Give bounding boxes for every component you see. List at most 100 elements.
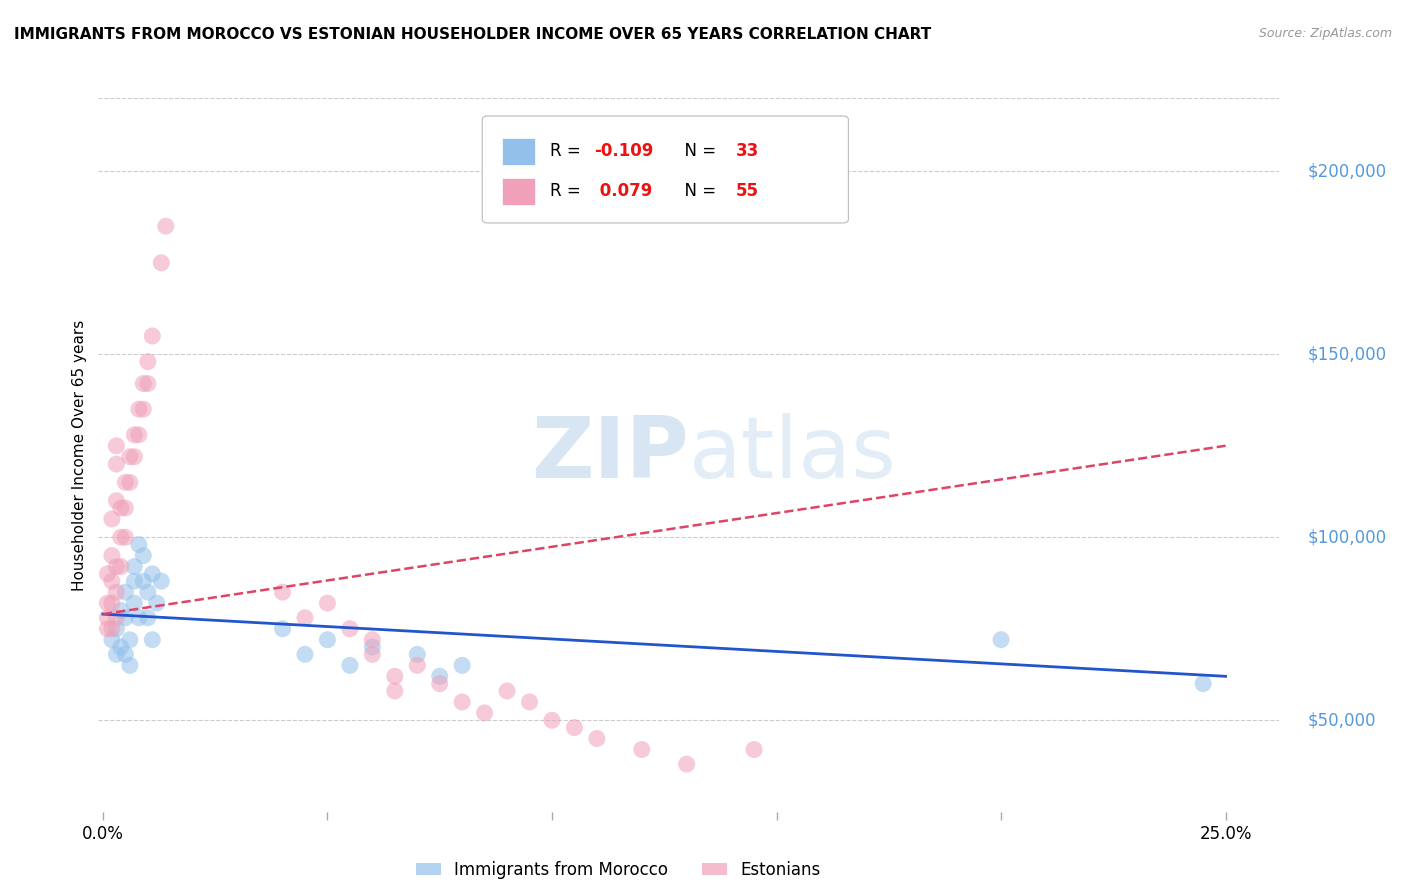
Point xyxy=(110,530,132,544)
Text: 55: 55 xyxy=(737,183,759,201)
Point xyxy=(541,713,564,727)
Point xyxy=(128,427,150,442)
Text: 0.079: 0.079 xyxy=(595,183,652,201)
Point xyxy=(361,640,384,654)
Point xyxy=(136,585,159,599)
Point xyxy=(114,530,136,544)
Point xyxy=(586,731,609,746)
Point xyxy=(630,742,652,756)
Point xyxy=(105,622,128,636)
Point xyxy=(271,622,294,636)
Point xyxy=(271,585,294,599)
Point xyxy=(114,585,136,599)
Point xyxy=(990,632,1012,647)
Point xyxy=(675,757,697,772)
Point xyxy=(105,457,128,471)
Point xyxy=(105,559,128,574)
Point xyxy=(114,475,136,490)
Text: ZIP: ZIP xyxy=(531,413,689,497)
Point xyxy=(339,622,361,636)
Point xyxy=(136,354,159,368)
Point xyxy=(101,596,124,610)
Point xyxy=(146,596,169,610)
Point xyxy=(114,611,136,625)
Point xyxy=(118,658,141,673)
Point xyxy=(132,574,155,589)
Point xyxy=(105,493,128,508)
Text: IMMIGRANTS FROM MOROCCO VS ESTONIAN HOUSEHOLDER INCOME OVER 65 YEARS CORRELATION: IMMIGRANTS FROM MOROCCO VS ESTONIAN HOUS… xyxy=(14,27,931,42)
Point xyxy=(150,256,173,270)
Point xyxy=(124,427,146,442)
Point xyxy=(105,585,128,599)
FancyBboxPatch shape xyxy=(502,138,536,165)
Point xyxy=(141,566,163,581)
Point xyxy=(118,450,141,464)
Legend: Immigrants from Morocco, Estonians: Immigrants from Morocco, Estonians xyxy=(409,855,827,886)
Point xyxy=(384,669,406,683)
Point xyxy=(150,574,173,589)
Point xyxy=(105,439,128,453)
Point xyxy=(136,611,159,625)
Point xyxy=(496,684,519,698)
Text: $100,000: $100,000 xyxy=(1308,528,1386,546)
Text: $50,000: $50,000 xyxy=(1308,711,1376,730)
Point xyxy=(1192,676,1215,690)
Point xyxy=(101,632,124,647)
Point xyxy=(384,684,406,698)
Text: $150,000: $150,000 xyxy=(1308,345,1386,363)
FancyBboxPatch shape xyxy=(482,116,848,223)
Point xyxy=(114,500,136,515)
Point xyxy=(124,574,146,589)
Point xyxy=(316,596,339,610)
Point xyxy=(141,329,163,343)
Point xyxy=(132,402,155,417)
Point xyxy=(406,658,429,673)
Point xyxy=(128,538,150,552)
Text: 33: 33 xyxy=(737,143,759,161)
Text: atlas: atlas xyxy=(689,413,897,497)
Point xyxy=(564,721,586,735)
Point xyxy=(96,611,118,625)
Point xyxy=(429,669,451,683)
Point xyxy=(155,219,177,234)
Point xyxy=(96,622,118,636)
Point xyxy=(101,574,124,589)
Point xyxy=(519,695,541,709)
Point xyxy=(101,622,124,636)
Point xyxy=(110,500,132,515)
Point xyxy=(128,611,150,625)
Point xyxy=(105,611,128,625)
Point xyxy=(141,632,163,647)
Point xyxy=(110,640,132,654)
Point xyxy=(451,695,474,709)
Point xyxy=(118,632,141,647)
Point xyxy=(742,742,765,756)
Point xyxy=(429,676,451,690)
Point xyxy=(96,566,118,581)
Point xyxy=(118,475,141,490)
Text: $200,000: $200,000 xyxy=(1308,162,1386,180)
Point xyxy=(128,402,150,417)
Point xyxy=(406,648,429,662)
Point xyxy=(110,603,132,617)
Text: R =: R = xyxy=(550,143,585,161)
Point xyxy=(451,658,474,673)
Point xyxy=(124,450,146,464)
Point xyxy=(132,376,155,391)
Point xyxy=(124,559,146,574)
Point xyxy=(474,706,496,720)
Point xyxy=(294,611,316,625)
Point xyxy=(316,632,339,647)
FancyBboxPatch shape xyxy=(502,178,536,205)
Point xyxy=(96,596,118,610)
Point xyxy=(132,549,155,563)
Point xyxy=(114,648,136,662)
Point xyxy=(124,596,146,610)
Point xyxy=(101,549,124,563)
Point xyxy=(361,648,384,662)
Text: N =: N = xyxy=(673,143,721,161)
Text: N =: N = xyxy=(673,183,721,201)
Y-axis label: Householder Income Over 65 years: Householder Income Over 65 years xyxy=(72,319,87,591)
Text: -0.109: -0.109 xyxy=(595,143,654,161)
Point xyxy=(361,632,384,647)
